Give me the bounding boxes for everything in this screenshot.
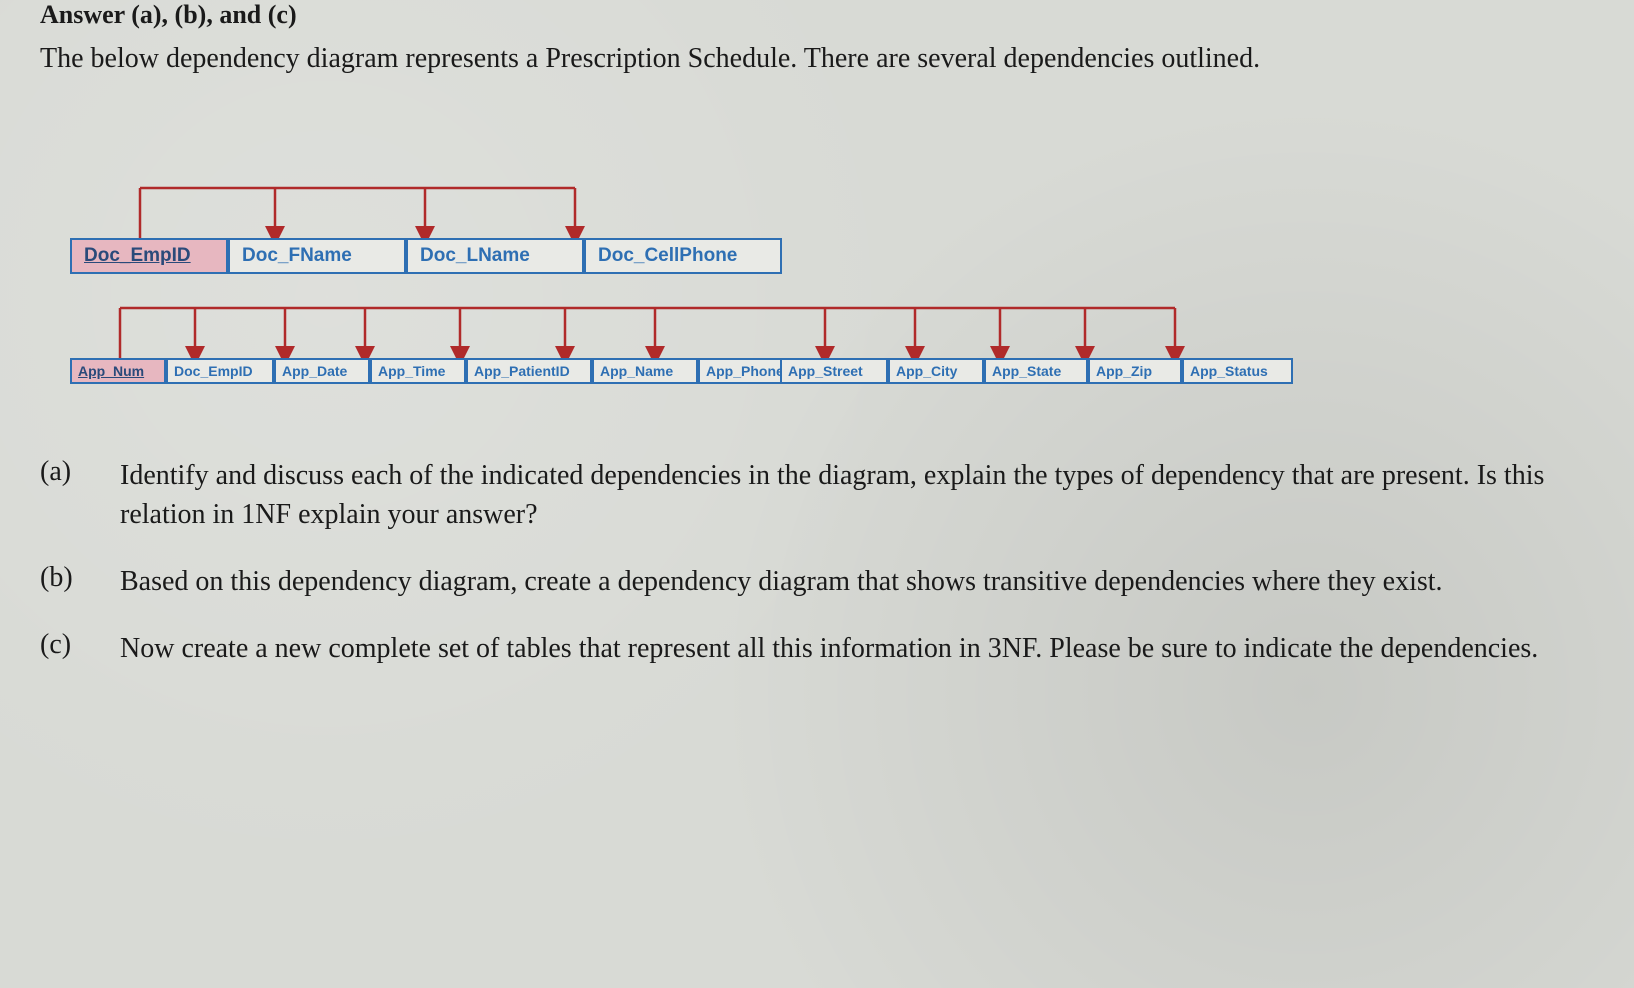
attr-app-status: App_Status (1182, 358, 1293, 384)
doctor-row: Doc_EmpIDDoc_FNameDoc_LNameDoc_CellPhone (70, 238, 782, 274)
question-row: (b)Based on this dependency diagram, cre… (40, 562, 1604, 601)
attr-app-date: App_Date (274, 358, 370, 384)
attr-app-name: App_Name (592, 358, 698, 384)
attr-app-num: App_Num (70, 358, 166, 384)
questions-list: (a)Identify and discuss each of the indi… (40, 456, 1604, 669)
question-text: Now create a new complete set of tables … (120, 629, 1604, 668)
attr-doc-fname: Doc_FName (228, 238, 406, 274)
appointment-row-left: App_NumDoc_EmpIDApp_DateApp_TimeApp_Pati… (70, 358, 806, 384)
attr-app-zip: App_Zip (1088, 358, 1182, 384)
question-label: (b) (40, 562, 120, 594)
question-text: Identify and discuss each of the indicat… (120, 456, 1604, 534)
attr-app-street: App_Street (780, 358, 888, 384)
question-label: (c) (40, 629, 120, 661)
attr-app-time: App_Time (370, 358, 466, 384)
attr-app-city: App_City (888, 358, 984, 384)
appointment-row-right: App_StreetApp_CityApp_StateApp_ZipApp_St… (780, 358, 1293, 384)
question-row: (c)Now create a new complete set of tabl… (40, 629, 1604, 668)
question-text: Based on this dependency diagram, create… (120, 562, 1604, 601)
attr-doc-empid: Doc_EmpID (70, 238, 228, 274)
attr-app-patientid: App_PatientID (466, 358, 592, 384)
attr-doc-empid: Doc_EmpID (166, 358, 274, 384)
attr-app-state: App_State (984, 358, 1088, 384)
question-row: (a)Identify and discuss each of the indi… (40, 456, 1604, 534)
intro-text: The below dependency diagram represents … (40, 40, 1604, 78)
page-title: Answer (a), (b), and (c) (40, 0, 1604, 30)
diagram-arrows (40, 148, 1600, 428)
question-label: (a) (40, 456, 120, 488)
attr-doc-cellphone: Doc_CellPhone (584, 238, 782, 274)
attr-doc-lname: Doc_LName (406, 238, 584, 274)
dependency-diagram: Doc_EmpIDDoc_FNameDoc_LNameDoc_CellPhone… (40, 148, 1604, 428)
